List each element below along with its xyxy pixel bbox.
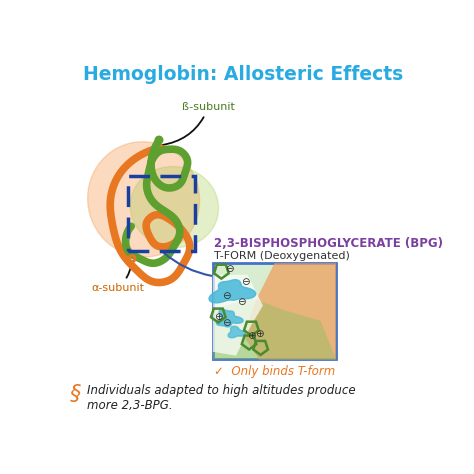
Text: T-FORM (Deoxygenated): T-FORM (Deoxygenated) [214, 251, 350, 261]
Text: ✓  Only binds T-form: ✓ Only binds T-form [214, 365, 336, 378]
FancyArrowPatch shape [164, 253, 212, 276]
Polygon shape [209, 280, 256, 303]
Text: ⊕: ⊕ [214, 312, 223, 322]
Polygon shape [228, 326, 246, 338]
Text: §: § [70, 384, 81, 404]
Text: ⊖: ⊖ [241, 277, 250, 287]
Ellipse shape [88, 142, 200, 257]
Text: ⊕: ⊕ [255, 329, 264, 339]
Text: ⊖: ⊖ [222, 318, 231, 328]
Text: 2,3-BISPHOSPHOGLYCERATE (BPG): 2,3-BISPHOSPHOGLYCERATE (BPG) [214, 237, 444, 250]
Bar [213, 263, 336, 359]
Text: α-subunit: α-subunit [91, 264, 144, 293]
Text: ß-subunit: ß-subunit [162, 102, 235, 145]
Text: ⊖: ⊖ [226, 264, 234, 273]
Polygon shape [244, 263, 336, 359]
Text: ⊖: ⊖ [237, 297, 246, 307]
Polygon shape [213, 298, 336, 359]
Ellipse shape [130, 166, 219, 247]
Polygon shape [213, 275, 263, 356]
Text: ⊖: ⊖ [222, 291, 230, 301]
Text: Individuals adapted to high altitudes produce
more 2,3-BPG.: Individuals adapted to high altitudes pr… [87, 384, 356, 412]
Polygon shape [216, 310, 243, 327]
Bar [128, 176, 195, 251]
Text: Hemoglobin: Allosteric Effects: Hemoglobin: Allosteric Effects [83, 64, 403, 83]
Text: ⊕: ⊕ [247, 331, 256, 341]
